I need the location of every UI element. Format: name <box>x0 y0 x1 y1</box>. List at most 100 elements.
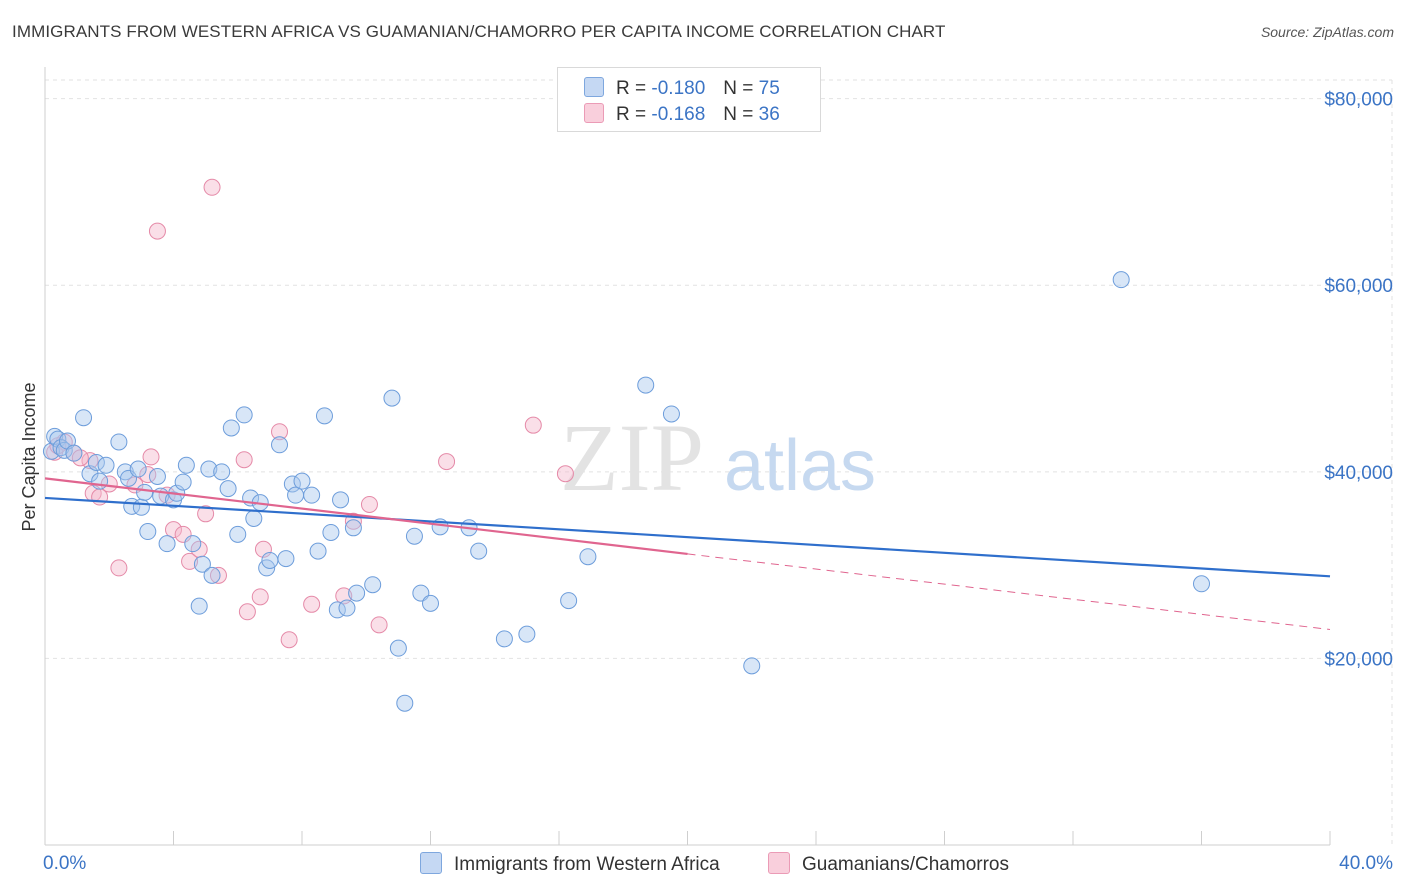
point-western-africa <box>518 625 536 643</box>
point-western-africa <box>579 548 597 566</box>
legend-swatch-blue <box>584 77 604 97</box>
point-guamanians <box>251 588 269 606</box>
point-western-africa <box>190 597 208 615</box>
bottom-legend-label-1: Immigrants from Western Africa <box>454 854 720 875</box>
point-western-africa <box>383 389 401 407</box>
y-tick-label: $40,000 <box>1324 463 1393 484</box>
point-western-africa <box>200 460 218 478</box>
point-western-africa <box>315 407 333 425</box>
point-western-africa <box>283 475 301 493</box>
legend-row-guamanians: R = -0.168 N = 36 <box>584 103 780 127</box>
source-credit: Source: ZipAtlas.com <box>1260 24 1394 40</box>
y-tick-label: $20,000 <box>1324 649 1393 670</box>
point-western-africa <box>389 639 407 657</box>
bottom-legend-western-africa: Immigrants from Western Africa <box>420 852 720 876</box>
point-western-africa <box>271 436 289 454</box>
point-western-africa <box>129 460 147 478</box>
point-western-africa <box>139 523 157 541</box>
point-western-africa <box>364 576 382 594</box>
point-western-africa <box>322 523 340 541</box>
legend-n-label: N = <box>723 78 754 99</box>
point-western-africa <box>743 657 761 675</box>
point-western-africa <box>91 472 109 490</box>
point-western-africa <box>213 463 231 481</box>
point-western-africa <box>303 486 321 504</box>
legend-r-label: R = <box>616 104 647 125</box>
x-tick-label-min: 0.0% <box>43 853 86 874</box>
point-guamanians <box>303 595 321 613</box>
point-guamanians <box>203 178 221 196</box>
point-guamanians <box>165 521 182 539</box>
watermark: ZIP atlas <box>560 404 876 511</box>
point-guamanians <box>148 222 166 240</box>
point-western-africa <box>136 483 154 501</box>
trend-line-guamanians-dashed <box>687 553 1331 630</box>
chart-title: IMMIGRANTS FROM WESTERN AFRICA VS GUAMAN… <box>12 22 946 41</box>
legend-n-label: N = <box>723 104 754 125</box>
point-western-africa <box>396 694 414 712</box>
bottom-legend-label-2: Guamanians/Chamorros <box>802 854 1009 875</box>
legend-row-western-africa: R = -0.180 N = 75 <box>584 77 780 101</box>
point-guamanians <box>142 448 160 466</box>
point-western-africa <box>110 433 128 451</box>
legend-swatch-pink <box>584 103 604 123</box>
point-western-africa <box>637 376 655 394</box>
point-guamanians <box>280 631 298 649</box>
y-axis-title: Per Capita Income <box>19 382 39 531</box>
legend-r-label: R = <box>616 78 647 99</box>
legend-n-value-1: 75 <box>758 78 780 99</box>
trend-line-western-africa <box>44 496 1331 578</box>
point-western-africa <box>293 472 311 490</box>
point-western-africa <box>97 456 115 474</box>
point-western-africa <box>277 550 295 568</box>
point-guamanians <box>81 452 99 470</box>
watermark-zip: ZIP <box>560 404 704 511</box>
point-western-africa <box>495 630 513 648</box>
point-guamanians <box>524 416 542 434</box>
correlation-legend: R = -0.180 N = 75 R = -0.168 N = 36 <box>557 67 821 132</box>
series-guamanians-points <box>46 178 574 649</box>
legend-r-value-2: -0.168 <box>651 104 706 125</box>
point-western-africa <box>148 467 166 485</box>
y-tick-label: $60,000 <box>1324 276 1393 297</box>
point-guamanians <box>271 423 289 441</box>
point-western-africa <box>422 594 439 612</box>
axis-labels: $20,000 $40,000 $60,000 $80,000 0.0% 40.0% Per… <box>19 90 1393 874</box>
point-western-africa <box>65 444 83 462</box>
point-western-africa <box>203 566 221 584</box>
point-western-africa <box>560 592 578 610</box>
point-guamanians <box>370 616 388 634</box>
x-tick-label-max: 40.0% <box>1339 853 1393 874</box>
y-tick-label: $80,000 <box>1324 90 1393 111</box>
point-western-africa <box>193 555 211 573</box>
point-western-africa <box>332 491 350 509</box>
point-western-africa <box>344 519 362 537</box>
trend-lines <box>44 477 1331 630</box>
point-western-africa <box>158 535 176 553</box>
point-western-africa <box>348 584 366 602</box>
watermark-atlas: atlas <box>724 426 876 506</box>
point-guamanians <box>197 505 215 523</box>
point-guamanians <box>209 566 227 584</box>
point-western-africa <box>75 409 93 427</box>
point-western-africa <box>261 551 279 569</box>
point-western-africa <box>1193 575 1210 593</box>
point-western-africa <box>87 454 105 471</box>
point-western-africa <box>662 405 680 423</box>
point-western-africa <box>338 599 356 617</box>
point-guamanians <box>360 495 378 513</box>
point-guamanians <box>110 559 128 577</box>
point-western-africa <box>219 480 237 498</box>
point-western-africa <box>229 525 247 543</box>
point-guamanians <box>181 552 199 570</box>
point-western-africa <box>184 535 202 553</box>
bottom-legend-guamanians: Guamanians/Chamorros <box>768 852 1009 876</box>
point-western-africa <box>222 419 240 437</box>
point-western-africa <box>245 509 263 527</box>
point-guamanians <box>556 465 574 483</box>
point-western-africa <box>1112 271 1130 289</box>
legend-n-value-2: 36 <box>758 104 780 125</box>
point-western-africa <box>177 456 195 474</box>
point-western-africa <box>174 473 192 491</box>
